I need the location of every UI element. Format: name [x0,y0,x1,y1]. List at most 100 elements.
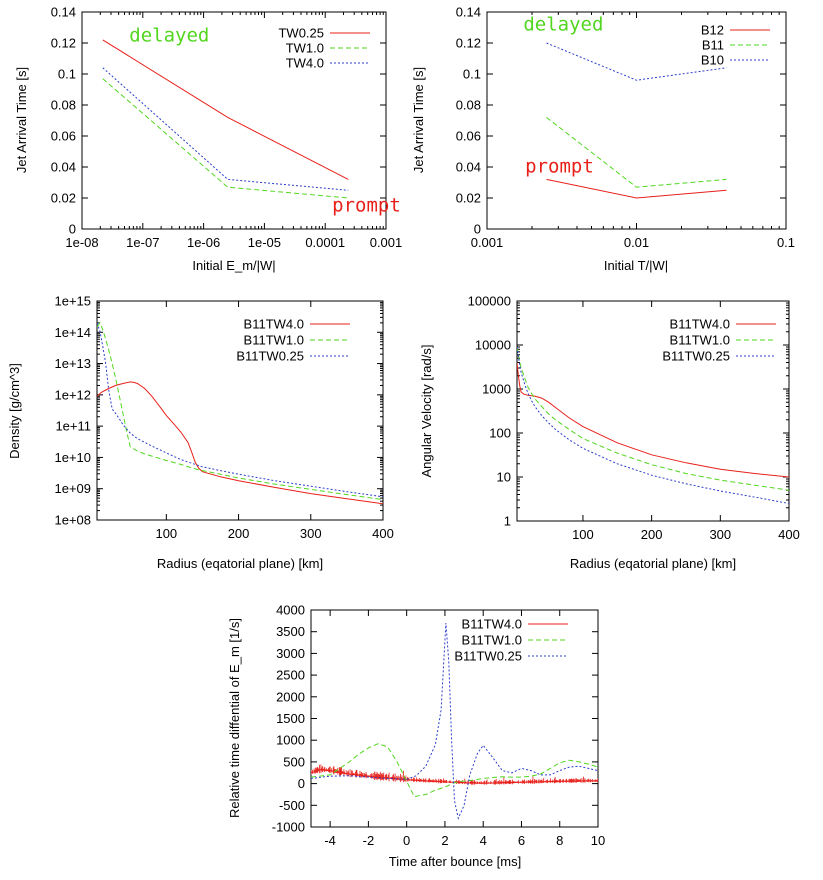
legend-label: B10 [701,53,724,68]
y-tick-labels: 0 0.02 0.04 0.06 0.08 0.1 0.12 0.14 [51,5,76,237]
y-tick-label: 0 [474,222,481,237]
y-tick-label: 0.14 [456,5,481,20]
legend-label: B11 [702,38,724,53]
series-line-b11tw4-0 [517,362,789,478]
y-tick-label: 0.06 [456,129,481,144]
y-tick-labels: 1e+08 1e+09 1e+10 1e+11 1e+12 1e+13 1e+14 1e+15 [54,294,91,528]
legend-label: B11TW4.0 [670,317,730,332]
legend-label: TW4.0 [286,56,324,71]
series-line-b11tw0-25 [97,322,383,498]
y-axis-label: Density [g/cm^3] [7,363,22,459]
x-tick-label: 0.0001 [305,235,345,250]
series-group [97,321,383,505]
y-tick-label: 1e+11 [55,419,91,434]
x-tick-label: 300 [300,526,322,541]
y-tick-label: 1000 [482,382,511,397]
legend-label: B11TW0.25 [662,349,730,364]
legend-label: B11TW4.0 [244,317,304,332]
x-tick-label: 10 [591,833,605,848]
x-tick-label: 300 [709,527,731,542]
legend-label: B11TW0.25 [236,349,304,364]
y-tick-label: 10 [497,470,511,485]
x-tick-label: 100 [155,526,177,541]
series-line-b10 [546,42,727,81]
annotations: delayed prompt [523,14,603,178]
y-tick-labels: 0 0.02 0.04 0.06 0.08 0.1 0.12 0.14 [456,5,481,237]
x-tick-labels: 100 200 300 400 [155,526,393,541]
tick-marks [311,609,599,828]
y-tick-label: 2500 [276,668,305,683]
y-tick-labels: 1 10 100 1000 10000 100000 [468,294,511,529]
tick-marks [97,300,384,521]
series-line-b11tw1-0 [311,743,598,798]
panel-angular-velocity: 100 200 300 400 1 10 100 1000 10000 100000 B11TW… [419,294,800,572]
y-tick-label: -1000 [272,820,305,835]
series-line-tw0-25 [102,39,349,180]
y-axis-label: Angular Velocity [rad/s] [419,345,434,478]
panel-density-profile: 100 200 300 400 1e+081e+091e+101e+111e+121e… [7,294,394,572]
y-tick-label: 0.1 [463,67,481,82]
series-line-b11tw4-0 [97,381,383,505]
y-axis-label: Jet Arrival Time [s] [14,67,29,173]
y-tick-label: 0.12 [51,36,76,51]
y-tick-label: 1000 [276,733,305,748]
x-axis-label: Time after bounce [ms] [389,854,521,869]
x-tick-label: 0.001 [370,235,403,250]
y-tick-label: 100 [489,426,511,441]
tick-marks [486,11,787,230]
y-tick-label: 0.12 [456,36,481,51]
series-group [546,42,727,199]
series-line-b11tw0-25 [311,622,598,820]
y-tick-label: 3000 [276,646,305,661]
x-tick-label: -4 [324,833,336,848]
series-line-b11tw0-25 [517,346,789,504]
x-tick-label: 8 [556,833,563,848]
x-tick-label: 4 [480,833,487,848]
y-tick-label: 0 [298,776,305,791]
y-tick-label: 500 [283,754,305,769]
x-tick-label: 400 [778,527,800,542]
series-group [311,622,598,820]
x-tick-label: 0.1 [777,235,795,250]
y-tick-label: 0.02 [456,191,481,206]
series-line-b11tw1-0 [97,321,383,501]
y-tick-label: 0 [69,222,76,237]
y-tick-label: 1e+09 [54,481,91,496]
y-tick-label: 4000 [276,603,305,618]
tick-marks [517,300,790,522]
y-tick-label: 0.02 [51,191,76,206]
annotation-delayed: delayed [523,14,603,36]
y-tick-label: 1e+12 [54,387,91,402]
x-axis-label: Initial T/|W| [604,258,668,273]
x-tick-label: 400 [372,526,394,541]
y-tick-label: 2000 [276,689,305,704]
y-axis-label: Relative time diffential of E_m [1/s] [227,618,242,818]
legend-label: B12 [701,23,724,38]
x-tick-label: 200 [641,527,663,542]
y-tick-label: 1e+10 [54,450,91,465]
panel-arrival-vs-em: 1e-08 1e-07 1e-06 1e-05 0.0001 0.001 0 0.02 0.0… [14,5,402,274]
legend-label: B11TW1.0 [462,633,522,648]
x-tick-label: 0.001 [471,235,504,250]
annotation-prompt: prompt [332,195,401,217]
y-axis-label: Jet Arrival Time [s] [411,67,426,173]
y-tick-label: 0.04 [51,160,76,175]
legend-label: TW1.0 [286,41,324,56]
x-tick-label: 6 [518,833,525,848]
series-line-tw1-0 [102,78,349,199]
x-tick-labels: 0.001 0.01 0.1 [471,235,795,250]
x-axis-label: Initial E_m/|W| [192,258,275,273]
x-tick-label: 0 [403,833,410,848]
x-tick-label: 100 [572,527,594,542]
y-tick-label: 1500 [276,711,305,726]
panel-arrival-vs-tw: 0.001 0.01 0.1 0 0.02 0.04 0.06 0.08 0.1 0.12 0.1… [411,5,795,274]
x-tick-label: 1e-06 [187,235,220,250]
series-line-tw4-0 [102,67,349,191]
series-line-b11 [546,117,727,188]
plot-frame [81,11,387,230]
y-tick-label: 0.08 [51,98,76,113]
